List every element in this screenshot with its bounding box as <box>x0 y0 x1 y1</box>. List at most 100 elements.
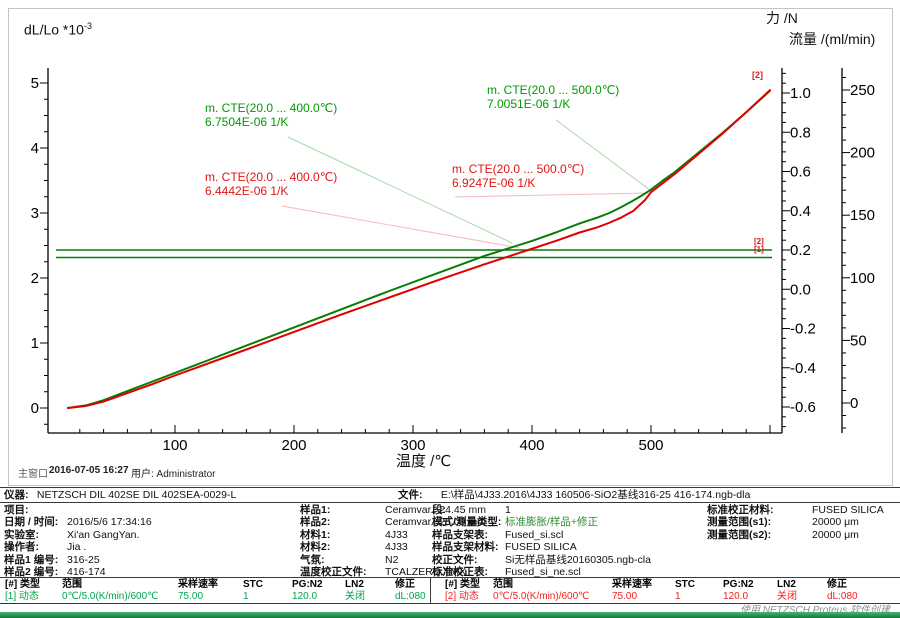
segment-header: PG:N2 <box>292 579 323 590</box>
cte-value-text: 6.9247E-06 1/K <box>452 176 536 190</box>
info-label: 样品1: <box>300 504 331 516</box>
cte-range-text: m. CTE(20.0 ... 400.0℃) <box>205 101 338 115</box>
info-label: 操作者: <box>4 541 39 554</box>
info-label: 样品支架表: <box>432 528 488 541</box>
bottom-bar <box>0 612 900 618</box>
info-value: Ceramvar., 25.09 mm <box>385 516 486 529</box>
svg-text:250: 250 <box>850 82 875 99</box>
divider <box>0 502 900 503</box>
info-label: 文件: <box>398 489 423 501</box>
svg-text:200: 200 <box>281 437 306 454</box>
curve-label-force-2: [2] <box>754 237 764 246</box>
svg-text:100: 100 <box>162 437 187 454</box>
info-value: Fused_si.scl <box>505 528 564 541</box>
status-user: 用户: Administrator <box>131 469 216 480</box>
segment-header: 采样速率 <box>612 579 652 590</box>
cte-range-text: m. CTE(20.0 ... 500.0℃) <box>452 162 585 176</box>
segment-header: STC <box>243 579 263 590</box>
proteus-watermark: 使用 NETZSCH Proteus 软件创建 <box>739 605 890 616</box>
segment-cell: dL:080 <box>827 591 858 602</box>
segment-cell: 1 <box>675 591 681 602</box>
segment-header: 范围 <box>493 579 513 590</box>
info-label: 标准校正材料: <box>707 504 774 516</box>
cte-annotation-red-500: m. CTE(20.0 ... 500.0℃) 6.9247E-06 1/K <box>452 162 584 190</box>
info-value: E:\样品\4J33.2016\4J33 160506-SiO2基线316-25… <box>440 489 751 501</box>
info-label: 温度校正文件: <box>300 565 367 578</box>
info-value: 20000 μm <box>812 528 859 541</box>
info-value: 20000 μm <box>812 516 859 529</box>
chart-frame <box>8 8 893 486</box>
info-value: 316-25 <box>67 553 100 566</box>
info-label: 标准校正表: <box>432 565 488 578</box>
info-label: 测量范围(s2): <box>707 528 772 541</box>
info-label: 样品2: <box>300 516 331 529</box>
svg-text:-0.2: -0.2 <box>790 321 816 338</box>
svg-text:0.6: 0.6 <box>790 164 811 181</box>
cte-range-text: m. CTE(20.0 ... 400.0℃) <box>205 170 338 184</box>
info-label: 样品支架材料: <box>432 541 499 554</box>
info-value: 4J33 <box>385 528 408 541</box>
segment-cell: dL:080 <box>395 591 426 602</box>
info-column-3: 段: 1 模式/测量类型: 标准膨胀/样品+修正 样品支架表: Fused_si.sc… <box>432 504 704 578</box>
info-value: Xi'an GangYan. <box>67 528 140 541</box>
cte-annotation-red-400: m. CTE(20.0 ... 400.0℃) 6.4442E-06 1/K <box>205 170 337 198</box>
svg-text:3: 3 <box>31 205 39 222</box>
curve-label-dl-2: [2] <box>752 70 763 80</box>
segment-cell: 0℃/5.0(K/min)/600℃ <box>493 591 590 602</box>
info-label: 段: <box>432 504 446 516</box>
svg-text:400: 400 <box>519 437 544 454</box>
info-value: 2016/5/6 17:34:16 <box>67 516 152 529</box>
info-label: 材料2: <box>300 541 331 554</box>
segment-cell: 120.0 <box>292 591 318 602</box>
info-label: 实验室: <box>4 528 39 541</box>
cte-value-text: 7.0051E-06 1/K <box>487 97 571 111</box>
divider <box>0 577 900 578</box>
svg-text:300: 300 <box>400 437 425 454</box>
segment-header: PG:N2 <box>723 579 754 590</box>
dilatometry-chart: 100 200 300 400 5000123451.00.80.60.40.20.0-… <box>31 68 875 454</box>
y-axis-title-left: dL/Lo *10-3 <box>24 21 92 38</box>
segment-cell: [1] 动态 <box>5 591 39 602</box>
status-datetime: 2016-07-05 16:27 <box>49 465 129 476</box>
segment-cell: 关闭 <box>345 591 365 602</box>
info-label: 项目: <box>4 504 29 516</box>
info-value: Ceramvar., 24.45 mm <box>385 504 486 516</box>
segment-header: 范围 <box>62 579 82 590</box>
svg-text:100: 100 <box>850 270 875 287</box>
divider <box>430 578 431 603</box>
svg-text:500: 500 <box>638 437 663 454</box>
divider <box>0 487 900 488</box>
info-label: 校正文件: <box>432 553 478 566</box>
divider <box>0 603 900 604</box>
info-column-4: 标准校正材料: FUSED SILICA 测量范围(s1): 20000 μm 测量… <box>707 504 897 541</box>
svg-text:1.0: 1.0 <box>790 85 811 102</box>
svg-text:150: 150 <box>850 207 875 224</box>
info-file: 文件: E:\样品\4J33.2016\4J33 160506-SiO2基线31… <box>398 489 750 501</box>
segment-header: LN2 <box>345 579 364 590</box>
info-value: TCALZERO.TMX <box>385 565 467 578</box>
segment-cell: [2] 动态 <box>445 591 479 602</box>
svg-text:0: 0 <box>850 395 858 412</box>
y-axis-title-force: 力 /N <box>766 10 798 26</box>
info-value: 416-174 <box>67 565 106 578</box>
cte-annotation-green-500: m. CTE(20.0 ... 500.0℃) 7.0051E-06 1/K <box>487 83 619 111</box>
svg-text:-0.4: -0.4 <box>790 360 816 377</box>
segment-header: 采样速率 <box>178 579 218 590</box>
info-column-2: 样品1: Ceramvar., 24.45 mm 样品2: Ceramvar., 2… <box>300 504 486 578</box>
info-label: 日期 / 时间: <box>4 516 59 529</box>
status-window-label: 主窗口 <box>18 469 48 480</box>
info-value: NETZSCH DIL 402SE DIL 402SEA-0029-L <box>36 489 237 501</box>
svg-text:0: 0 <box>31 400 39 417</box>
info-value: Jia . <box>67 541 87 554</box>
info-label: 样品1 编号: <box>4 553 59 566</box>
svg-text:1: 1 <box>31 335 39 352</box>
info-label: 测量范围(s1): <box>707 516 772 529</box>
svg-text:0.8: 0.8 <box>790 124 811 141</box>
svg-text:2: 2 <box>31 270 39 287</box>
segment-cell: 75.00 <box>178 591 204 602</box>
segment-cell: 120.0 <box>723 591 749 602</box>
info-value: N2 <box>385 553 399 566</box>
y-left-label-exponent: -3 <box>83 21 92 31</box>
svg-text:0.0: 0.0 <box>790 281 811 298</box>
